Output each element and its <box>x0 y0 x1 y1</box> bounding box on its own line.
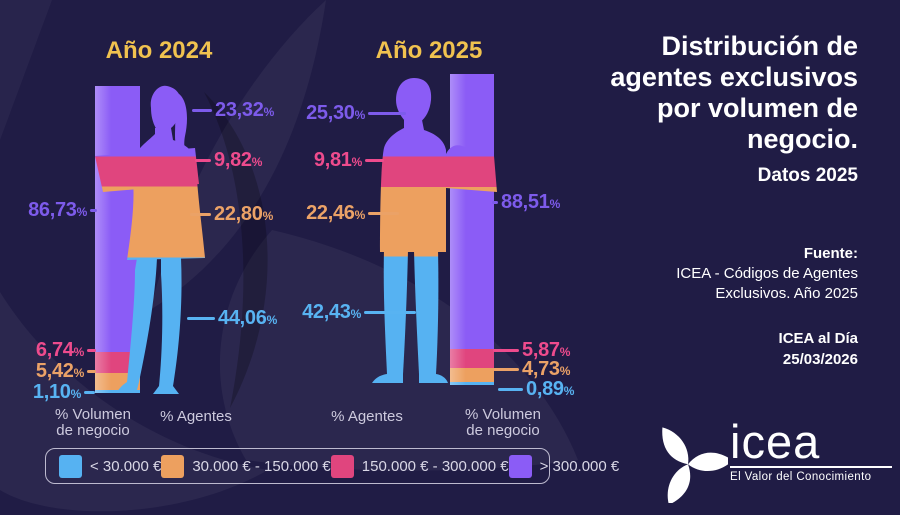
axis-label-volume-2024: % Volumen de negocio <box>55 406 131 439</box>
callout-line <box>493 367 519 371</box>
callout-2024-agents-orange: 22,80% <box>190 201 276 227</box>
callout-line <box>84 390 95 394</box>
background-petal <box>0 0 52 140</box>
source-label: Fuente: <box>803 245 858 262</box>
callout-2025-volume-orange: 4,73% <box>493 356 573 382</box>
callout-2025-agents-pink: 9,81% <box>311 147 384 173</box>
year-2025-title: Año 2025 <box>375 37 483 64</box>
callout-line <box>190 212 211 216</box>
callout-2024-agents-pink: 9,82% <box>195 147 265 173</box>
legend-item: 150.000 € - 300.000 € <box>330 454 509 478</box>
callout-2024-volume-blue: 1,10% <box>30 379 95 405</box>
callout-2025-agents-orange: 22,46% <box>303 200 399 226</box>
woman-left-shoe <box>117 382 139 392</box>
legend-item: > 300.000 € <box>508 454 619 478</box>
man-laptop <box>446 145 497 192</box>
icea-pinwheel-icon <box>662 427 728 503</box>
page-subtitle: Datos 2025 <box>757 165 858 186</box>
legend-swatch-orange <box>161 454 185 478</box>
callout-line <box>87 369 96 373</box>
legend-item: 30.000 € - 150.000 € <box>161 454 331 478</box>
callout-2024-agents-blue: 44,06% <box>187 305 280 331</box>
legend-swatch-pink <box>330 454 354 478</box>
background-petal-dark <box>204 92 268 408</box>
callout-line <box>87 348 96 352</box>
woman-left-leg <box>127 258 157 382</box>
callout-line <box>90 208 97 212</box>
man-right-shoe <box>419 374 448 383</box>
woman-silhouette-2024 <box>95 85 205 394</box>
source-line: ICEA - Códigos de Agentes <box>676 265 858 282</box>
callout-2025-volume-pink: 5,87% <box>493 337 573 363</box>
callout-2025-volume-purple: 88,51% <box>492 189 563 215</box>
right-panel: Distribución de agentes exclusivos por v… <box>538 31 858 370</box>
bar-segment <box>450 74 494 350</box>
axis-label-volume-2025: % Volumen de negocio <box>465 406 541 439</box>
publication-name: ICEA al Día <box>778 330 858 347</box>
callout-line <box>364 310 416 314</box>
icea-tagline: El Valor del Conocimiento <box>730 471 872 483</box>
man-right-leg <box>414 250 439 374</box>
callout-line <box>187 316 215 320</box>
axis-label-agents-2025: % Agentes <box>331 408 403 425</box>
callout-line <box>195 158 211 162</box>
woman-right-leg <box>159 258 182 386</box>
callout-2024-volume-pink: 6,74% <box>33 337 96 363</box>
callout-2025-agents-purple: 25,30% <box>303 100 406 126</box>
callout-2025-volume-blue: 0,89% <box>498 376 577 402</box>
volume-bar-2025 <box>450 74 494 385</box>
legend-swatch-purple <box>508 454 532 478</box>
man-torso <box>380 120 446 252</box>
legend-swatch-blue <box>59 454 82 478</box>
bar-segment <box>450 382 494 385</box>
callout-line <box>493 348 519 352</box>
source-block: Fuente: ICEA - Códigos de Agentes Exclus… <box>538 244 858 304</box>
legend: < 30.000 € 30.000 € - 150.000 € 150.000 … <box>45 448 619 484</box>
man-head <box>396 78 432 122</box>
woman-dress <box>127 180 205 260</box>
bar-segment <box>450 349 494 368</box>
man-left-shoe <box>372 374 403 383</box>
woman-head <box>150 85 182 130</box>
year-2024-title: Año 2024 <box>105 37 213 64</box>
man-silhouette-2025 <box>372 78 497 383</box>
woman-right-shoe <box>153 386 179 394</box>
legend-item: < 30.000 € <box>59 454 161 478</box>
bar-segment <box>95 389 140 393</box>
callout-2025-agents-blue: 42,43% <box>299 299 416 325</box>
axis-label-agents-2024: % Agentes <box>160 408 232 425</box>
callout-line <box>368 211 399 215</box>
icea-logo: icea El Valor del Conocimiento <box>648 415 892 503</box>
bar-segment <box>450 367 494 383</box>
callout-2024-agents-purple: 23,32% <box>192 97 277 123</box>
callout-line <box>365 158 384 162</box>
callout-line <box>368 111 406 115</box>
callout-2024-volume-purple: 86,73% <box>25 197 97 223</box>
callout-line <box>192 108 212 112</box>
icea-wordmark: icea <box>730 415 821 468</box>
logo-rule <box>730 466 892 468</box>
callout-line <box>492 200 498 204</box>
callout-2024-volume-orange: 5,42% <box>33 358 96 384</box>
publication-block: ICEA al Día 25/03/2026 <box>538 328 858 370</box>
publication-date: 25/03/2026 <box>782 351 858 368</box>
page-title: Distribución de agentes exclusivos por v… <box>610 31 858 154</box>
source-line: Exclusivos. Año 2025 <box>715 285 858 302</box>
callout-line <box>498 387 523 391</box>
